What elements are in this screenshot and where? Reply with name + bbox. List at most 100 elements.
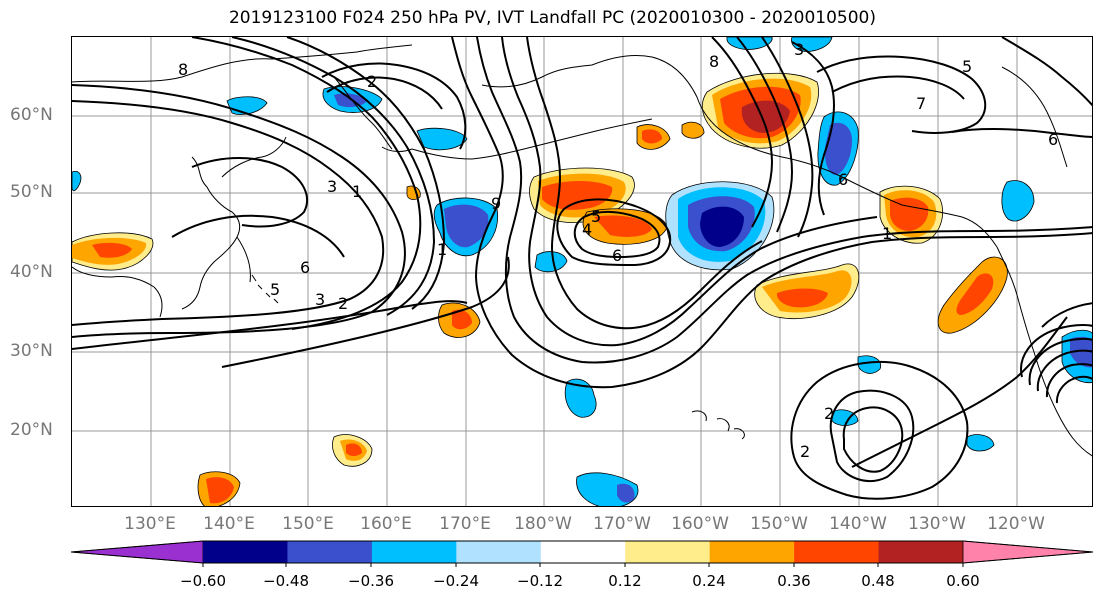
- shading-negative: [1070, 336, 1092, 368]
- contour-label: 1: [882, 224, 892, 243]
- contour-line: [831, 75, 965, 100]
- lon-label-150w: 150°W: [750, 514, 808, 534]
- contour-label: 2: [800, 442, 810, 461]
- contour-label: 6: [838, 170, 848, 189]
- lat-label-60: 60°N: [10, 105, 53, 125]
- shading-negative: [831, 409, 859, 426]
- shading-negative: [534, 251, 568, 273]
- colorbar-tick-label: 0.60: [946, 572, 980, 590]
- shading-positive: [452, 309, 472, 330]
- shading-negative: [444, 204, 489, 248]
- shading-positive: [92, 242, 132, 258]
- contour-label: 1: [352, 182, 362, 201]
- contour-line: [476, 37, 1092, 364]
- contour-label: 6: [300, 258, 310, 277]
- lon-label-130e: 130°E: [124, 514, 176, 534]
- shading-positive: [890, 197, 929, 231]
- contour-label: 2: [338, 294, 348, 313]
- shading-positive: [346, 443, 362, 456]
- shading-positive: [956, 273, 994, 315]
- colorbar-tick-marks: [202, 563, 964, 567]
- colorbar-segment: [794, 541, 880, 563]
- contour-line: [286, 37, 446, 310]
- contour-label: 3: [327, 177, 337, 196]
- contour-line: [191, 37, 422, 330]
- contour-line: [221, 256, 510, 368]
- contour-line: [72, 100, 385, 326]
- island-hawaii: [691, 410, 745, 440]
- colorbar-tick-label: 0.48: [861, 572, 895, 590]
- lat-label-20: 20°N: [10, 420, 53, 440]
- lon-label-170w: 170°W: [593, 514, 651, 534]
- coastlines: [72, 44, 1092, 457]
- contour-label: 6: [612, 246, 622, 265]
- shading-negative: [966, 434, 995, 452]
- contour-line: [790, 361, 969, 500]
- contour-line: [526, 37, 763, 330]
- contour-label: 5: [962, 57, 972, 76]
- shading-negative: [226, 96, 268, 115]
- contour-label: 3: [315, 290, 325, 309]
- contour-label: 8: [178, 60, 188, 79]
- shading-positive: [681, 121, 705, 139]
- colorbar-outline: [70, 540, 1094, 564]
- contour-line: [791, 41, 835, 216]
- shading-negative: [416, 127, 468, 151]
- contour-line: [231, 37, 436, 316]
- colorbar-segment: [709, 541, 795, 563]
- shading-negative: [72, 170, 82, 192]
- contour-line: [829, 389, 915, 482]
- contour-label-group: 8 2 3 1 5 6 3 2 1 5 4 6 9 8 3 7 6 6 1 5 …: [178, 40, 1058, 461]
- lat-label-30: 30°N: [10, 341, 53, 361]
- contour-label: 7: [916, 94, 926, 113]
- island-kuril: [251, 274, 279, 304]
- shading-negative: [617, 483, 635, 503]
- contour-label: 5: [270, 280, 280, 299]
- contour-line: [711, 37, 774, 228]
- contour-line: [951, 128, 1092, 138]
- shading-negative: [334, 93, 367, 108]
- shading-positive: [776, 288, 828, 308]
- colorbar-segment: [371, 541, 457, 563]
- lat-label-40: 40°N: [10, 262, 53, 282]
- colorbar-tick-label: −0.12: [517, 572, 563, 590]
- colorbar-tick-label: −0.48: [263, 572, 309, 590]
- map-title: 2019123100 F024 250 hPa PV, IVT Landfall…: [228, 8, 876, 28]
- contour-line: [321, 62, 467, 150]
- shading-positive: [206, 477, 234, 504]
- lon-label-180w: 180°W: [514, 514, 572, 534]
- lat-label-50: 50°N: [10, 182, 53, 202]
- colorbar-extend-high: [962, 540, 1094, 564]
- contour-line: [851, 316, 1068, 468]
- shading-positive: [594, 215, 652, 237]
- contour-line: [1041, 302, 1092, 328]
- contour-label: 2: [367, 72, 377, 91]
- colorbar-tick-label: −0.60: [180, 572, 226, 590]
- contour-label: 2: [824, 404, 834, 423]
- coastline-north-america: [996, 66, 1092, 457]
- contour-line: [72, 84, 406, 338]
- gridlines: [72, 37, 1092, 506]
- contour-line: [1055, 375, 1092, 404]
- shading-negative: [824, 122, 852, 175]
- coastline-alaska: [481, 54, 998, 248]
- contour-label: 9: [491, 194, 501, 213]
- colorbar-tick-label: −0.36: [348, 572, 394, 590]
- contour-line: [1020, 324, 1092, 378]
- contour-line: [501, 37, 878, 347]
- colorbar-tick-label: 0.24: [692, 572, 726, 590]
- lon-label-160e: 160°E: [360, 514, 412, 534]
- map-panel: 8 2 3 1 5 6 3 2 1 5 4 6 9 8 3 7 6 6 1 5 …: [71, 36, 1093, 507]
- lon-label-160w: 160°W: [671, 514, 729, 534]
- colorbar-tick-label: 0.36: [777, 572, 811, 590]
- colorbar-segment: [878, 541, 964, 563]
- shading-negative: [700, 206, 744, 247]
- colorbar-tick-label: 0.12: [608, 572, 642, 590]
- contour-label: 8: [709, 52, 719, 71]
- shading-negative: [1001, 180, 1035, 222]
- shading-negative: [564, 378, 597, 418]
- contour-label: 6: [1048, 130, 1058, 149]
- colorbar-segment: [203, 541, 288, 563]
- shading-negative: [857, 355, 882, 374]
- contour-line: [1028, 337, 1092, 386]
